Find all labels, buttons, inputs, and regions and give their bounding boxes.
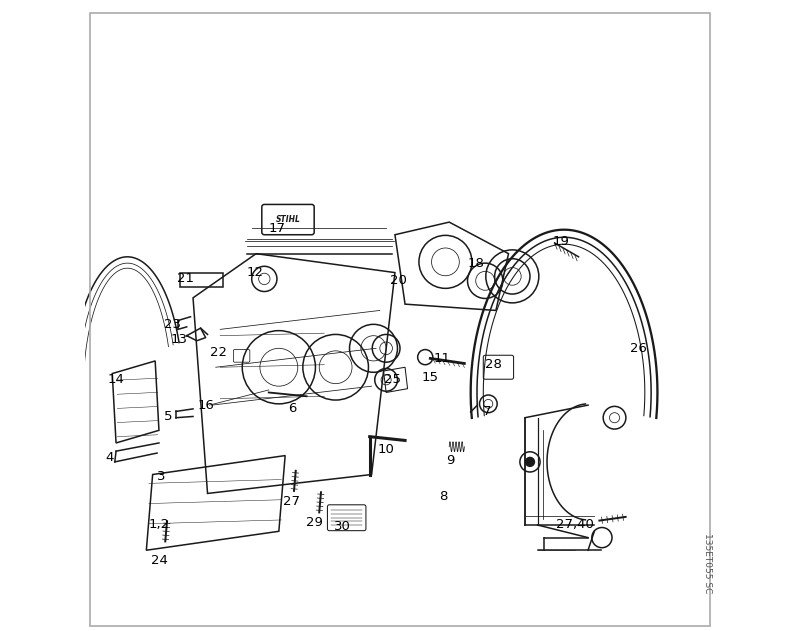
Text: 21: 21 — [177, 273, 194, 285]
Text: 7: 7 — [483, 405, 491, 418]
Text: 26: 26 — [630, 342, 647, 355]
Text: 4: 4 — [106, 451, 114, 464]
Text: 28: 28 — [485, 358, 502, 371]
Text: 11: 11 — [434, 352, 450, 365]
Text: 12: 12 — [246, 266, 263, 279]
Text: 15: 15 — [422, 371, 438, 384]
Text: 19: 19 — [553, 235, 570, 247]
Text: 30: 30 — [334, 521, 350, 533]
Circle shape — [526, 457, 534, 466]
Text: 22: 22 — [210, 346, 226, 358]
Text: 5: 5 — [163, 410, 172, 423]
Text: 17: 17 — [269, 222, 286, 235]
Text: 1,2: 1,2 — [148, 519, 170, 531]
Text: 3: 3 — [158, 470, 166, 483]
Text: 27: 27 — [283, 495, 300, 508]
Text: 29: 29 — [306, 516, 323, 529]
Text: 16: 16 — [198, 399, 214, 411]
Text: 20: 20 — [390, 274, 407, 287]
Text: 14: 14 — [108, 374, 125, 386]
Text: 9: 9 — [446, 454, 454, 467]
Text: 25: 25 — [384, 374, 401, 386]
Text: 23: 23 — [164, 319, 182, 331]
Text: 10: 10 — [378, 443, 394, 456]
Text: 6: 6 — [289, 403, 297, 415]
Text: STIHL: STIHL — [275, 215, 301, 223]
Text: 13: 13 — [170, 333, 188, 346]
Text: 18: 18 — [467, 257, 484, 270]
Text: 135ET055 SC: 135ET055 SC — [703, 533, 713, 593]
Text: 27,40: 27,40 — [557, 519, 594, 531]
Text: 24: 24 — [150, 554, 167, 567]
Text: 8: 8 — [438, 490, 447, 503]
